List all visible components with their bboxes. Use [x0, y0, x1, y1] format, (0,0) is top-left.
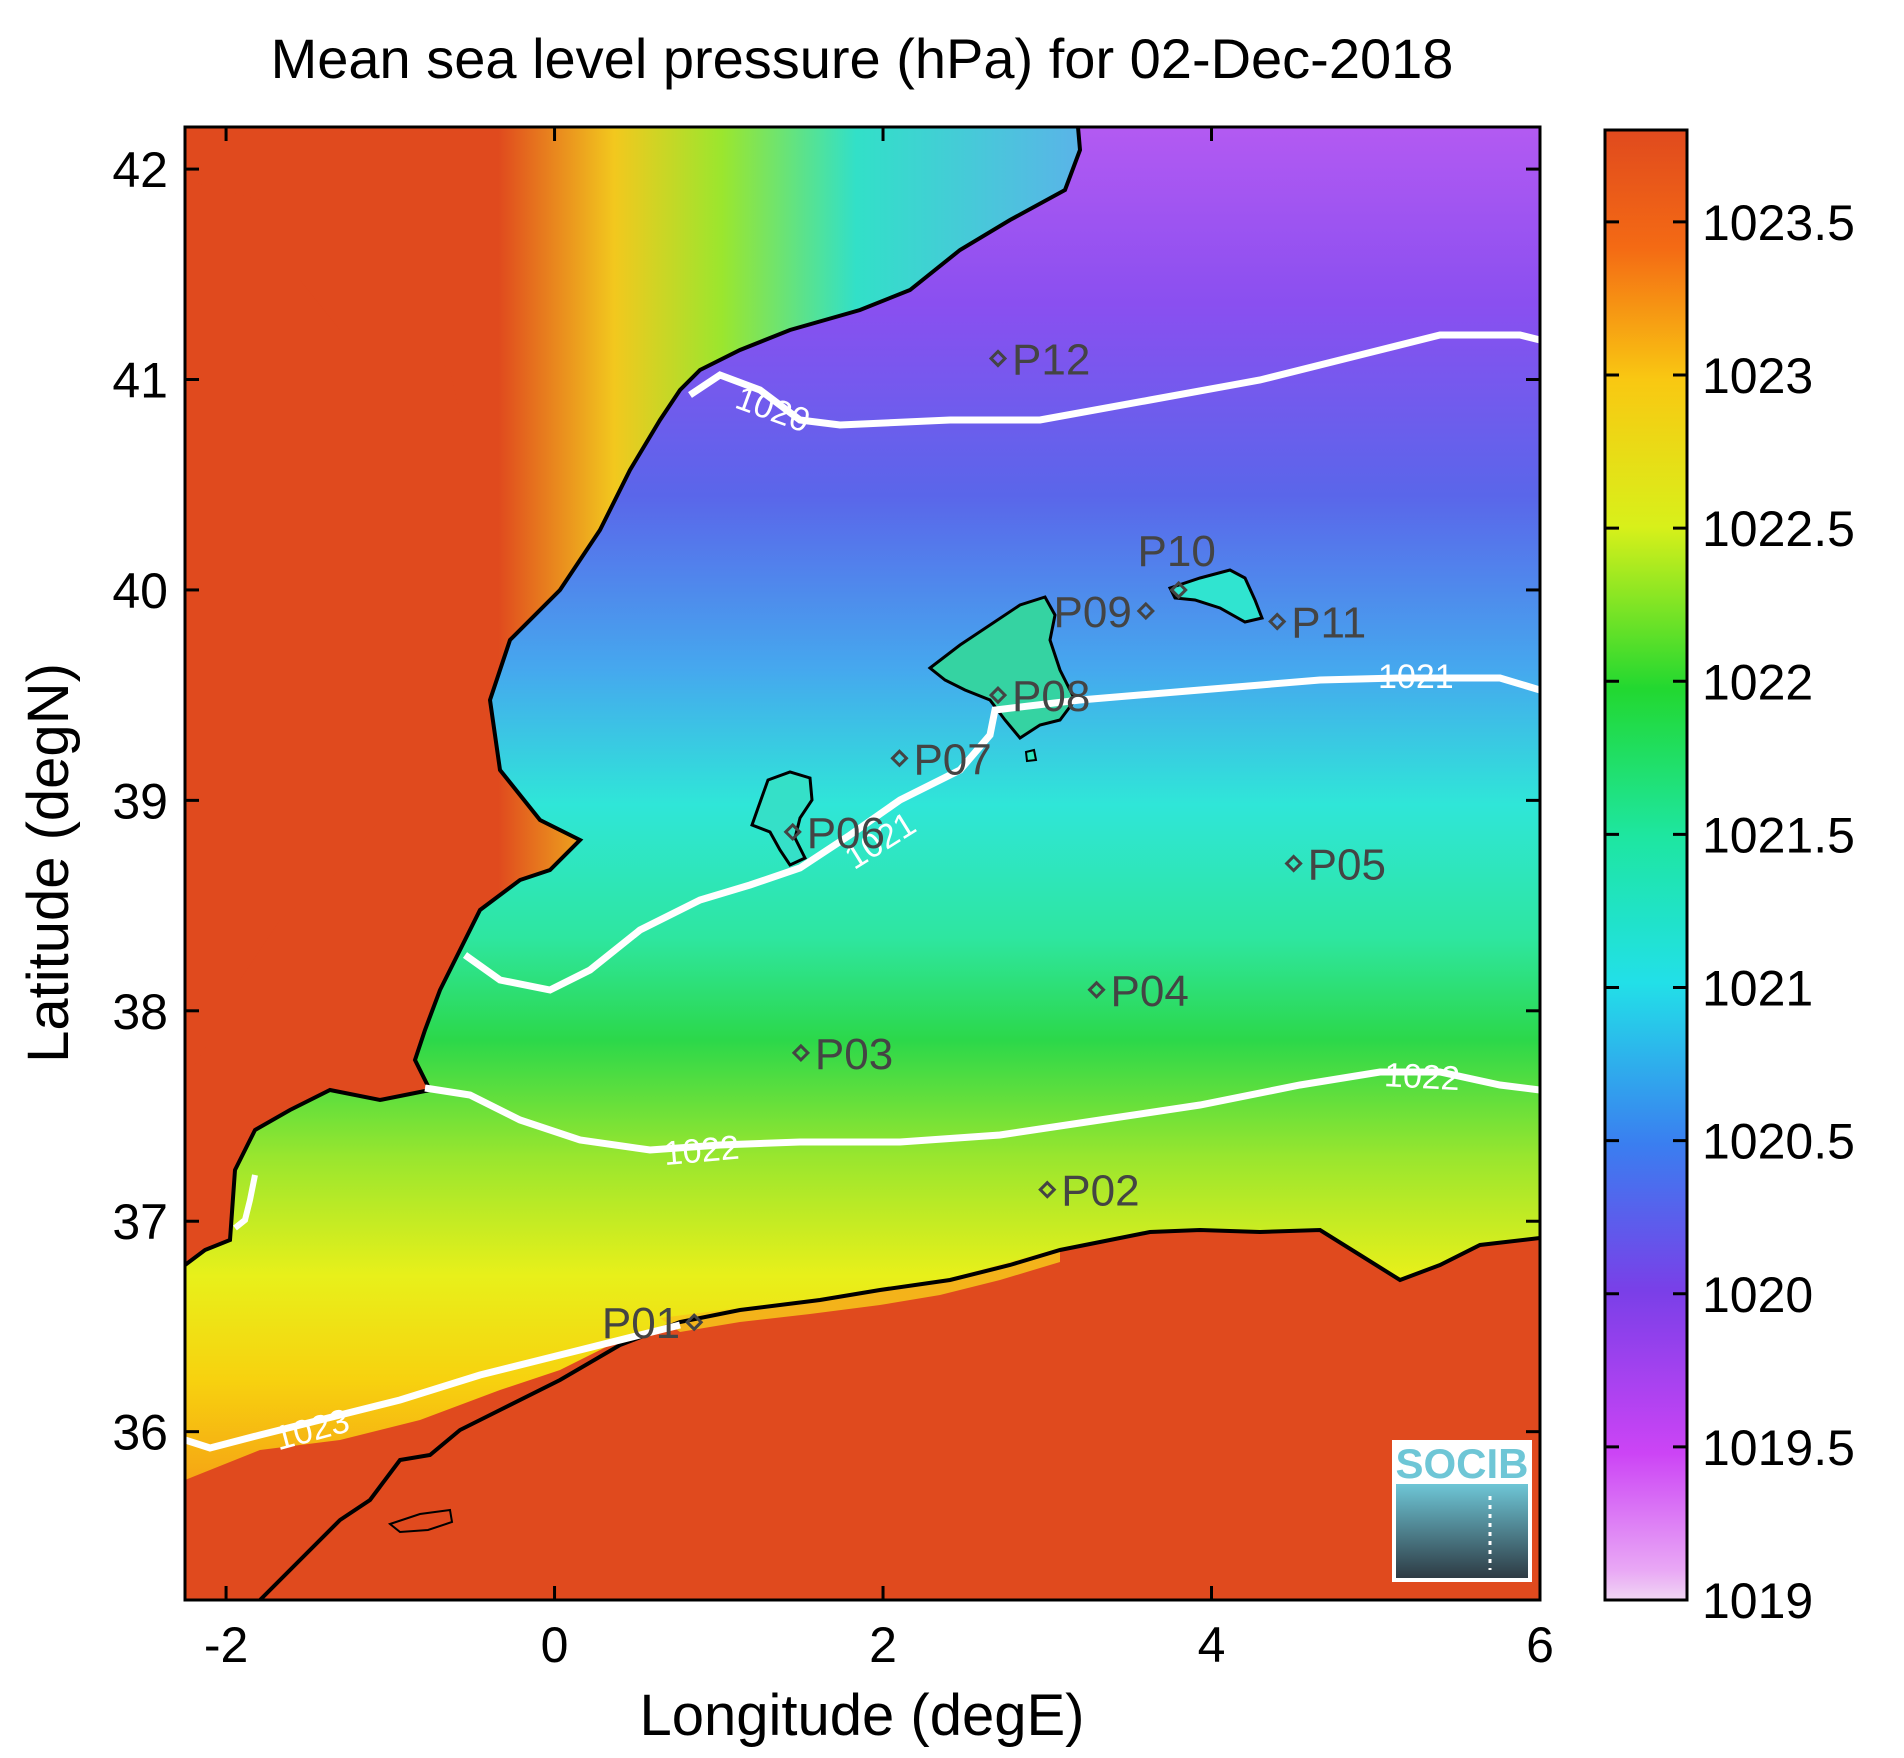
- station-label-p07: P07: [913, 735, 991, 784]
- x-tick-label: 4: [1198, 1617, 1226, 1673]
- station-marker-p04: [1087, 980, 1106, 999]
- y-axis-ticks: 36 37 38 39 40 41 42: [112, 142, 1540, 1461]
- map-area: 1020 1021 1021 1022 1022 1023 P01P02P03P…: [185, 127, 1540, 1600]
- station-marker-p05: [1284, 854, 1303, 873]
- cabrera: [1024, 748, 1038, 763]
- isobar-1022: [424, 1068, 1540, 1154]
- africa-land: [185, 1230, 1540, 1600]
- x-axis-ticks: -2 0 2 4 6: [204, 127, 1554, 1673]
- colorbar-tick-label: 1023.5: [1702, 195, 1855, 251]
- x-tick-label: -2: [204, 1617, 248, 1673]
- colorbar-tick-label: 1020.5: [1702, 1114, 1855, 1170]
- colorbar-tick-label: 1023: [1702, 348, 1813, 404]
- colorbar-tick-label: 1020: [1702, 1267, 1813, 1323]
- iberia-coastline: [185, 127, 1083, 1267]
- colorbar-tick-label: 1021: [1702, 961, 1813, 1017]
- station-marker-p11: [1268, 612, 1287, 631]
- colorbar: 1019 1019.5 1020 1020.5 1021 1021.5 1022 1022.5…: [1603, 128, 1855, 1629]
- station-marker-p01: [685, 1313, 704, 1332]
- station-marker-p03: [791, 1043, 811, 1063]
- colorbar-strip: [1603, 128, 1689, 1602]
- alboran-island: [387, 1508, 454, 1534]
- colorbar-ticks: 1019 1019.5 1020 1020.5 1021 1021.5 1022 1022.5…: [1605, 195, 1855, 1629]
- station-marker-p12: [988, 349, 1008, 368]
- y-axis-label: Latitude (degN): [16, 663, 81, 1063]
- station-label-p09: P09: [1054, 588, 1132, 637]
- station-label-p11: P11: [1291, 599, 1366, 648]
- station-marker-p10: [1169, 580, 1188, 600]
- colorbar-tick-label: 1022.5: [1702, 501, 1855, 557]
- isobar-1022-iberia: [233, 1174, 258, 1231]
- contour-label-1021-east: 1021: [1378, 658, 1454, 696]
- y-tick-label: 39: [112, 773, 168, 829]
- x-axis-label: Longitude (degE): [640, 1683, 1085, 1748]
- iberia-inner-high: [185, 180, 470, 1080]
- socib-logo: SOCIB: [1392, 1440, 1532, 1582]
- station-label-p08: P08: [1012, 672, 1090, 721]
- africa-coastline: [258, 1227, 1540, 1600]
- station-marker-p02: [1038, 1180, 1057, 1199]
- isobar-1020: [688, 331, 1540, 429]
- contour-label-1022-east: 1022: [1383, 1056, 1461, 1098]
- station-label-p01: P01: [602, 1299, 680, 1348]
- logo-text: SOCIB: [1395, 1440, 1528, 1487]
- y-tick-label: 40: [112, 563, 168, 619]
- y-tick-label: 42: [112, 142, 168, 198]
- station-label-p04: P04: [1111, 967, 1189, 1016]
- colorbar-tick-label: 1021.5: [1702, 807, 1855, 863]
- isobar-1021: [462, 674, 1540, 994]
- y-tick-label: 41: [112, 353, 168, 409]
- station-marker-p08: [988, 686, 1008, 705]
- station-label-p02: P02: [1061, 1167, 1139, 1216]
- y-tick-label: 38: [112, 984, 168, 1040]
- station-label-p06: P06: [807, 809, 885, 858]
- station-marker-p09: [1136, 601, 1155, 621]
- station-label-p03: P03: [815, 1030, 893, 1079]
- station-marker-p06: [783, 822, 802, 842]
- chart-title: Mean sea level pressure (hPa) for 02-Dec…: [271, 27, 1454, 90]
- station-label-p05: P05: [1308, 841, 1386, 890]
- y-tick-label: 37: [112, 1194, 168, 1250]
- africa-coast-band: [660, 1248, 1060, 1332]
- x-tick-label: 2: [869, 1617, 897, 1673]
- x-tick-label: 6: [1526, 1617, 1554, 1673]
- x-tick-label: 0: [541, 1617, 569, 1673]
- plot-frame: [183, 125, 1542, 1602]
- isobar-1023: [185, 1321, 681, 1452]
- y-tick-label: 36: [112, 1405, 168, 1461]
- colorbar-tick-label: 1022: [1702, 654, 1813, 710]
- station-label-p10: P10: [1138, 527, 1216, 576]
- colorbar-tick-label: 1019.5: [1702, 1420, 1855, 1476]
- logo-gradient-panel: [1396, 1484, 1528, 1578]
- station-label-p12: P12: [1012, 335, 1090, 384]
- menorca: [1167, 568, 1265, 624]
- colorbar-tick-label: 1019: [1702, 1573, 1813, 1629]
- contour-label-1022-west: 1022: [662, 1129, 741, 1173]
- station-marker-p07: [890, 749, 909, 768]
